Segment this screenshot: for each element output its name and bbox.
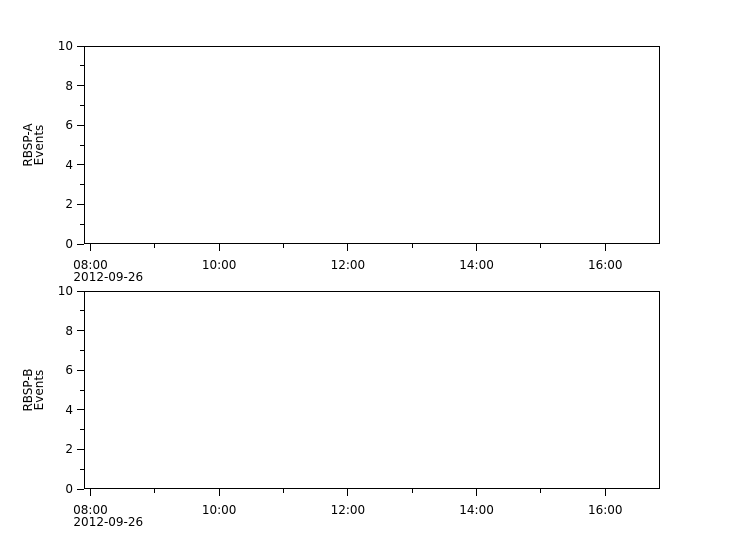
x-minor-tick — [411, 489, 413, 493]
y-tick-label: 0 — [65, 237, 73, 251]
y-minor-tick — [80, 349, 84, 351]
x-tick-label: 08:00 — [73, 258, 108, 272]
x-major-tick — [476, 244, 478, 251]
date-label: 2012-09-26 — [73, 515, 144, 529]
y-major-tick — [77, 330, 84, 332]
x-major-tick — [218, 489, 220, 496]
y-major-tick — [77, 45, 84, 47]
y-tick-label: 2 — [65, 197, 73, 212]
x-tick-label: 16:00 — [587, 258, 623, 272]
x-major-tick — [347, 489, 349, 496]
y-tick-label: 10 — [57, 39, 73, 53]
y-major-tick — [77, 124, 84, 126]
x-tick-label: 08:00 — [73, 503, 108, 517]
y-minor-tick — [80, 65, 84, 67]
x-minor-tick — [540, 489, 542, 493]
x-minor-tick — [283, 489, 284, 493]
y-minor-tick — [80, 310, 84, 312]
x-tick-label: 10:00 — [201, 258, 237, 272]
plot-area — [84, 46, 660, 244]
x-major-tick — [476, 489, 478, 496]
y-minor-tick — [80, 223, 84, 225]
y-tick-label: 10 — [57, 284, 73, 298]
y-major-tick — [77, 203, 84, 205]
y-minor-tick — [80, 144, 84, 146]
x-tick-label: 16:00 — [587, 503, 623, 517]
y-major-tick — [77, 409, 84, 411]
y-major-tick — [77, 243, 84, 245]
y-minor-tick — [80, 429, 84, 431]
x-major-tick — [604, 489, 606, 496]
y-tick-label: 8 — [65, 323, 73, 338]
y-minor-tick — [80, 468, 84, 470]
y-tick-label: 4 — [65, 157, 73, 172]
date-label: 2012-09-26 — [73, 270, 144, 284]
y-major-tick — [77, 488, 84, 490]
y-major-tick — [77, 369, 84, 371]
y-tick-label: 8 — [65, 78, 73, 93]
y-minor-tick — [80, 104, 84, 106]
y-tick-label: 0 — [65, 482, 73, 496]
y-tick-label: 2 — [65, 442, 73, 457]
x-major-tick — [218, 244, 220, 251]
x-major-tick — [89, 489, 91, 496]
plot-area — [84, 291, 660, 489]
x-tick-label: 14:00 — [459, 258, 494, 272]
y-minor-tick — [80, 184, 84, 186]
x-tick-label: 10:00 — [201, 503, 237, 517]
y-major-tick — [77, 85, 84, 87]
x-minor-tick — [540, 244, 542, 248]
x-minor-tick — [154, 244, 156, 248]
y-major-tick — [77, 290, 84, 292]
y-axis-label-line: Events — [32, 369, 46, 411]
y-minor-tick — [80, 389, 84, 391]
y-axis-label: RBSP-B Events — [21, 291, 46, 489]
y-axis-label-text: RBSP-B Events — [21, 291, 46, 489]
x-tick-label: 12:00 — [330, 258, 366, 272]
x-minor-tick — [154, 489, 156, 493]
x-major-tick — [604, 244, 606, 251]
y-major-tick — [77, 448, 84, 450]
y-tick-label: 4 — [65, 402, 73, 417]
y-tick-label: 6 — [65, 363, 73, 378]
y-tick-label: 6 — [65, 118, 73, 133]
x-tick-label: 12:00 — [330, 503, 366, 517]
x-tick-label: 14:00 — [459, 503, 494, 517]
x-major-tick — [89, 244, 91, 251]
x-major-tick — [347, 244, 349, 251]
y-major-tick — [77, 164, 84, 166]
x-minor-tick — [411, 244, 413, 248]
x-minor-tick — [283, 244, 284, 248]
